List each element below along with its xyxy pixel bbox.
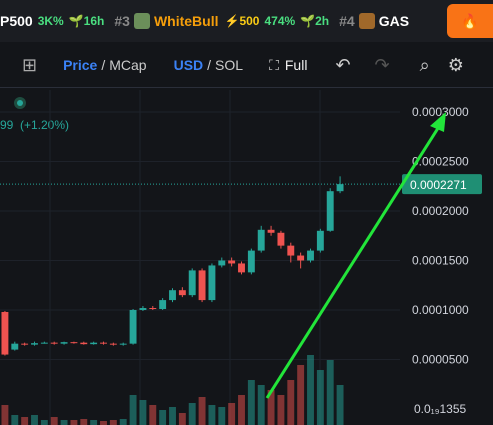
- layout-button[interactable]: ⊞: [22, 54, 38, 75]
- candle-body: [198, 270, 206, 301]
- arrow: [265, 124, 442, 399]
- indicator[interactable]: ⌕: [419, 54, 430, 75]
- fullscreen-button[interactable]: Full: [284, 57, 308, 73]
- candle-body: [238, 263, 245, 273]
- rank: #3: [114, 13, 130, 29]
- candle-body: [21, 343, 29, 345]
- candle-body: [326, 191, 334, 231]
- y-tick-label: 0.0001000: [412, 303, 469, 317]
- separator: /: [207, 57, 212, 73]
- settings[interactable]: ⚙: [447, 54, 464, 75]
- candle-body: [119, 343, 127, 345]
- candle-body: [1, 311, 9, 355]
- undo[interactable]: ↶: [335, 54, 351, 75]
- change: 474%: [264, 14, 296, 28]
- candle-body: [169, 290, 176, 301]
- y-tick-label: 0.0003000: [412, 105, 469, 119]
- token-name[interactable]: WhiteBull: [153, 13, 219, 29]
- candle-body: [247, 250, 255, 273]
- fullscreen-icon[interactable]: ⛶: [269, 56, 279, 73]
- candle-body: [80, 342, 88, 345]
- candle-body: [188, 270, 196, 296]
- candle-body: [159, 300, 167, 310]
- y-tick-label: 0.0000500: [412, 352, 469, 366]
- mcap-text: 500: [239, 14, 260, 28]
- y-tick-label: 0.0002000: [412, 204, 469, 218]
- candle-body: [316, 230, 324, 251]
- mcap: ⚡500: [224, 14, 260, 28]
- candle-body: [60, 342, 68, 344]
- candle-body: [208, 265, 216, 301]
- candle-body: [178, 290, 186, 296]
- candle-body: [109, 343, 117, 345]
- candle-body: [90, 342, 98, 345]
- usd-toggle[interactable]: USD: [173, 57, 204, 73]
- candle-body: [336, 184, 344, 192]
- candle-body: [277, 232, 285, 246]
- candle-body: [50, 342, 58, 344]
- candle-body: [228, 260, 236, 264]
- candle-body: [149, 308, 157, 310]
- last-price-box: [402, 174, 482, 195]
- arrow-head: [430, 112, 446, 132]
- separator: /: [101, 57, 106, 73]
- candle-body: [267, 229, 275, 233]
- status-dot: [17, 100, 23, 106]
- toolbar: ⊞ Price / MCap USD / SOL ⛶ Full ↶ ↷ ⌕ ⚙: [0, 43, 493, 88]
- candle-body: [287, 245, 295, 256]
- change: 3K%: [37, 14, 64, 28]
- candle-body: [297, 255, 305, 261]
- y-tick-label: 0.0002500: [412, 154, 469, 168]
- sol-toggle[interactable]: SOL: [215, 57, 244, 73]
- candle-body: [139, 308, 147, 310]
- candle-body: [40, 342, 48, 344]
- price-toggle[interactable]: Price: [63, 57, 98, 73]
- y-bottom-label: 0.0₁₉1355: [414, 402, 467, 416]
- legend-change: (+1.20%): [20, 118, 69, 132]
- hot-button[interactable]: 🔥: [447, 4, 493, 38]
- candle-body: [307, 250, 314, 261]
- token-icon: [133, 13, 150, 29]
- age-text: 16h: [83, 14, 105, 28]
- token-name[interactable]: P500: [0, 13, 33, 29]
- age: 🌱16h: [68, 14, 105, 28]
- candle-body: [257, 229, 265, 251]
- last-price-label: 0.0002271: [410, 178, 467, 192]
- age: 🌱2h: [300, 14, 330, 28]
- candle-body: [31, 343, 38, 345]
- legend-value: 99: [0, 118, 14, 132]
- candle-body: [100, 342, 107, 344]
- candle-body: [129, 309, 137, 344]
- candle-body: [11, 343, 19, 350]
- token-name[interactable]: GAS: [378, 13, 410, 29]
- token-icon: [358, 13, 375, 29]
- candle-body: [70, 342, 78, 344]
- rank: #4: [339, 13, 355, 29]
- mcap-toggle[interactable]: MCap: [109, 57, 147, 73]
- redo[interactable]: ↷: [374, 54, 390, 75]
- age-text: 2h: [315, 14, 330, 28]
- candle-body: [218, 260, 226, 266]
- y-tick-label: 0.0001500: [412, 253, 469, 267]
- chart: 99 (+1.20%) 0.0000500 0.0001000 0.0001500 0…: [0, 90, 482, 425]
- ticker-bar: P500 3K% 🌱16h #3 WhiteBull ⚡500 474% 🌱2h…: [0, 0, 493, 42]
